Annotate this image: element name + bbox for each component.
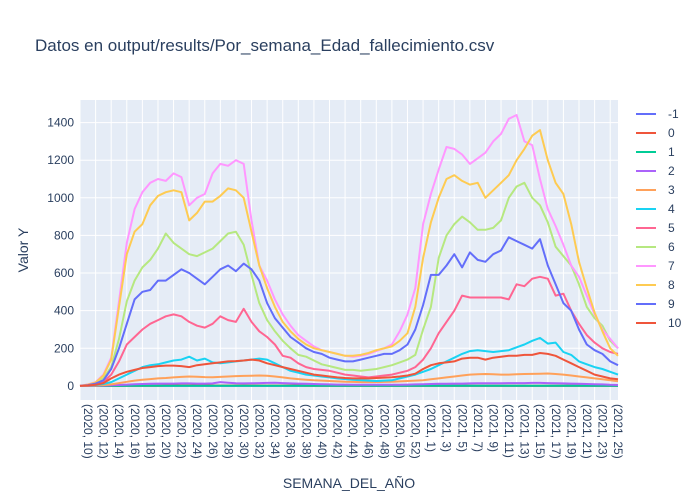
x-tick-label: (2020, 46) bbox=[362, 404, 376, 459]
y-tick-label: 1000 bbox=[47, 191, 74, 205]
x-tick-label: (2021, 17) bbox=[549, 404, 563, 459]
series-line-6 bbox=[79, 181, 619, 387]
y-tick-label: 200 bbox=[54, 341, 74, 355]
x-tick-labels: (2020, 10) (2020, 12) (2020, 14) (2020, 16)… bbox=[81, 404, 625, 459]
legend-item-6[interactable]: 6 bbox=[636, 240, 675, 254]
x-tick-label: (2020, 36) bbox=[284, 404, 298, 459]
x-tick-label: (2020, 32) bbox=[253, 404, 267, 459]
series-line-5 bbox=[79, 275, 619, 387]
x-tick-label: (2021, 9) bbox=[486, 404, 500, 452]
x-tick-label: (2020, 16) bbox=[128, 404, 142, 459]
legend-item-8[interactable]: 8 bbox=[636, 278, 675, 292]
legend-item--1[interactable]: -1 bbox=[636, 107, 679, 121]
x-tick-label: (2020, 34) bbox=[268, 404, 282, 459]
y-tick-label: 800 bbox=[54, 228, 74, 242]
plot-area bbox=[80, 100, 618, 400]
legend-item-0[interactable]: 0 bbox=[636, 126, 675, 140]
x-tick-label: (2020, 22) bbox=[175, 404, 189, 459]
x-tick-label: (2020, 12) bbox=[97, 404, 111, 459]
legend-item-2[interactable]: 2 bbox=[636, 164, 675, 178]
legend-item-5[interactable]: 5 bbox=[636, 221, 675, 235]
legend-label: 3 bbox=[668, 183, 675, 197]
x-tick-label: (2020, 18) bbox=[143, 404, 157, 459]
x-tick-label: (2021, 25) bbox=[611, 404, 625, 459]
x-tick-label: (2020, 20) bbox=[159, 404, 173, 459]
legend-item-9[interactable]: 9 bbox=[636, 297, 675, 311]
series-line-2 bbox=[80, 381, 619, 387]
series-line-3 bbox=[79, 372, 619, 387]
x-axis-label: SEMANA_DEL_AÑO bbox=[283, 475, 415, 491]
x-tick-label: (2020, 10) bbox=[81, 404, 95, 459]
x-tick-label: (2020, 30) bbox=[237, 404, 251, 459]
legend-item-3[interactable]: 3 bbox=[636, 183, 675, 197]
x-tick-label: (2020, 50) bbox=[393, 404, 407, 459]
x-tick-label: (2020, 24) bbox=[190, 404, 204, 459]
legend-item-10[interactable]: 10 bbox=[636, 316, 682, 330]
legend-label: -1 bbox=[668, 107, 679, 121]
y-axis-label: Valor Y bbox=[15, 227, 31, 272]
x-tick-label: (2020, 38) bbox=[299, 404, 313, 459]
chart-title: Datos en output/results/Por_semana_Edad_… bbox=[35, 36, 495, 55]
legend-label: 8 bbox=[668, 278, 675, 292]
x-tick-label: (2021, 15) bbox=[533, 404, 547, 459]
legend-label: 5 bbox=[668, 221, 675, 235]
y-tick-label: 1400 bbox=[47, 116, 74, 130]
legend-label: 4 bbox=[668, 202, 675, 216]
y-tick-label: 1200 bbox=[47, 153, 74, 167]
x-tick-label: (2021, 7) bbox=[471, 404, 485, 452]
y-tick-label: 600 bbox=[54, 266, 74, 280]
series-line-10 bbox=[79, 352, 619, 387]
x-tick-label: (2021, 13) bbox=[518, 404, 532, 459]
x-tick-label: (2021, 19) bbox=[564, 404, 578, 459]
y-tick-label: 0 bbox=[67, 379, 74, 393]
x-tick-label: (2020, 44) bbox=[346, 404, 360, 459]
legend-label: 2 bbox=[668, 164, 675, 178]
series-line-8 bbox=[79, 129, 619, 387]
legend-item-4[interactable]: 4 bbox=[636, 202, 675, 216]
series-line-9 bbox=[79, 236, 619, 387]
x-tick-label: (2021, 23) bbox=[596, 404, 610, 459]
x-tick-label: (2020, 52) bbox=[408, 404, 422, 459]
legend-label: 0 bbox=[668, 126, 675, 140]
x-tick-label: (2020, 26) bbox=[206, 404, 220, 459]
grid-lines bbox=[79, 100, 618, 400]
x-tick-label: (2020, 14) bbox=[112, 404, 126, 459]
legend-label: 9 bbox=[668, 297, 675, 311]
x-tick-label: (2021, 11) bbox=[502, 404, 516, 458]
legend-label: 6 bbox=[668, 240, 675, 254]
x-tick-label: (2020, 28) bbox=[221, 404, 235, 459]
x-tick-label: (2021, 3) bbox=[440, 404, 454, 452]
x-tick-label: (2021, 21) bbox=[580, 404, 594, 459]
x-tick-label: (2020, 40) bbox=[315, 404, 329, 459]
legend-label: 10 bbox=[668, 316, 682, 330]
legend-label: 7 bbox=[668, 259, 675, 273]
y-tick-labels: 0 200 400 600 800 1000 1200 1400 bbox=[47, 116, 74, 393]
x-tick-label: (2021, 5) bbox=[455, 404, 469, 452]
x-tick-label: (2021, 1) bbox=[424, 404, 438, 452]
series-lines bbox=[79, 114, 619, 387]
legend-item-7[interactable]: 7 bbox=[636, 259, 675, 273]
legend[interactable]: -1 0 1 2 3 4 5 6 7 8 9 10 bbox=[636, 107, 682, 330]
legend-item-1[interactable]: 1 bbox=[636, 145, 675, 159]
y-tick-label: 400 bbox=[54, 304, 74, 318]
legend-label: 1 bbox=[668, 145, 675, 159]
x-tick-label: (2020, 48) bbox=[377, 404, 391, 459]
x-tick-label: (2020, 42) bbox=[331, 404, 345, 459]
series-line-4 bbox=[79, 336, 619, 387]
